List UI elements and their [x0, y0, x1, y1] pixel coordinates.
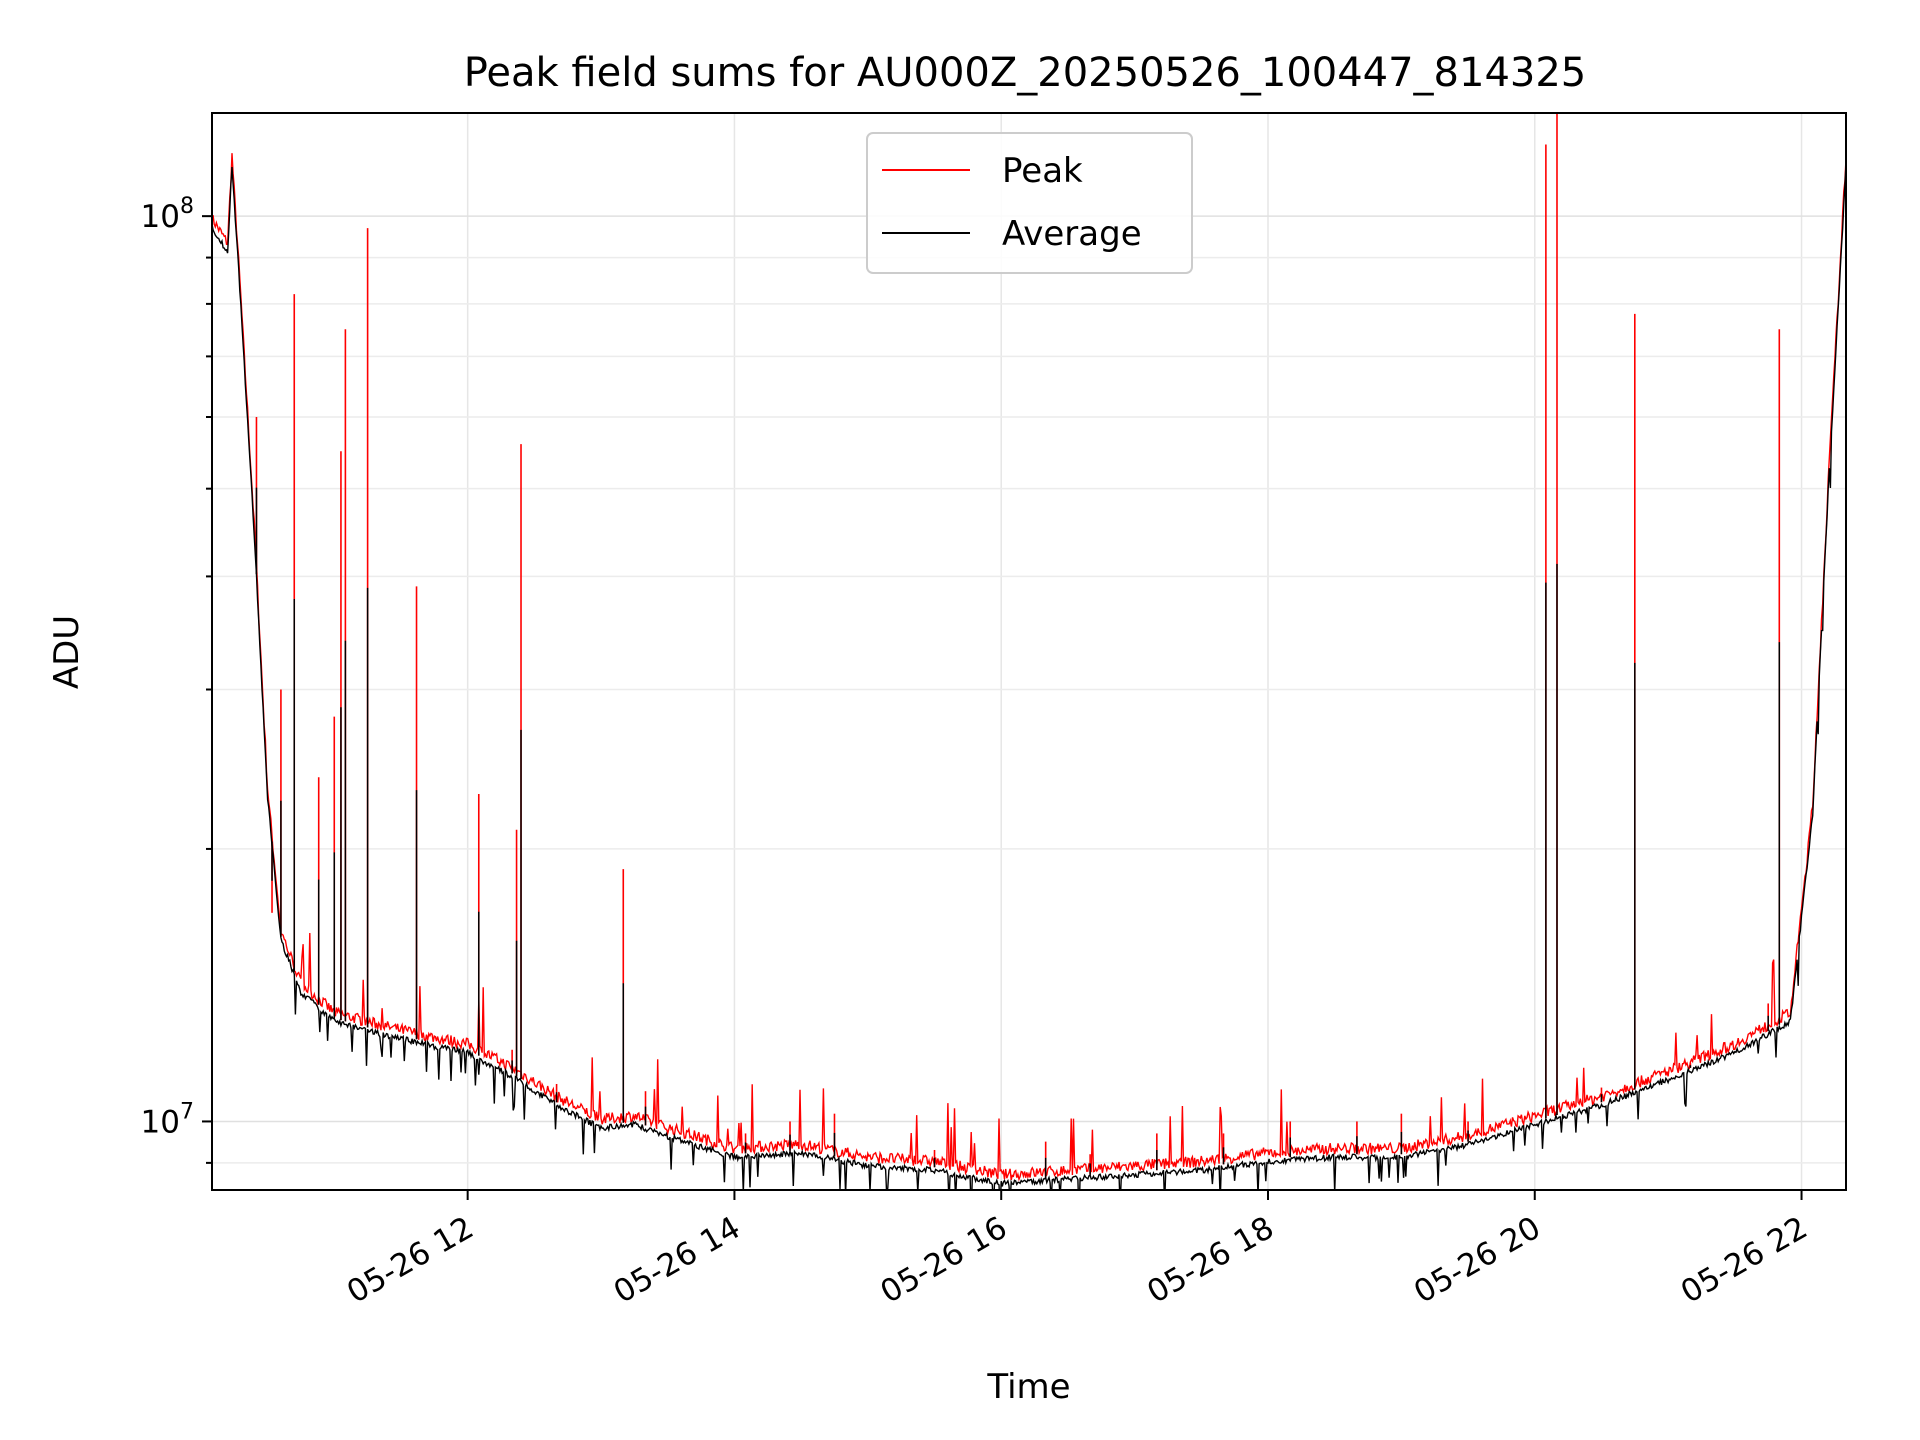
plot-area: [212, 113, 1846, 1190]
series-average: [212, 163, 1846, 1190]
average-line: [212, 163, 1846, 1190]
y-axis-label: ADU: [47, 615, 87, 689]
legend-box: [866, 132, 1193, 274]
y-tick-label: 108: [141, 194, 194, 235]
grid: [212, 113, 1846, 1190]
chart-title: Peak field sums for AU000Z_20250526_1004…: [464, 50, 1587, 96]
x-axis-label: Time: [986, 1367, 1070, 1407]
peak-line: [212, 153, 1846, 1182]
plot-frame: [211, 112, 1847, 1191]
legend-label-average: Average: [1002, 214, 1142, 254]
legend-label-peak: Peak: [1002, 151, 1083, 191]
y-tick-label: 107: [141, 1099, 194, 1140]
y-axis: 108 107: [141, 194, 212, 1164]
legend: Peak Average: [866, 132, 1193, 274]
